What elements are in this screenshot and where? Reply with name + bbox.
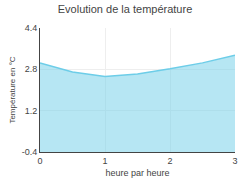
svg-text:Température en °C: Température en °C	[8, 56, 17, 123]
svg-text:1.2: 1.2	[25, 106, 38, 116]
svg-text:2: 2	[167, 156, 172, 166]
svg-text:heure par heure: heure par heure	[105, 168, 169, 178]
svg-text:4.4: 4.4	[25, 23, 38, 33]
svg-text:2.8: 2.8	[25, 64, 38, 74]
svg-text:Evolution de la température: Evolution de la température	[58, 3, 193, 15]
svg-text:-0.4: -0.4	[22, 147, 38, 157]
svg-text:3: 3	[232, 156, 237, 166]
svg-text:0: 0	[37, 156, 42, 166]
svg-text:1: 1	[102, 156, 107, 166]
